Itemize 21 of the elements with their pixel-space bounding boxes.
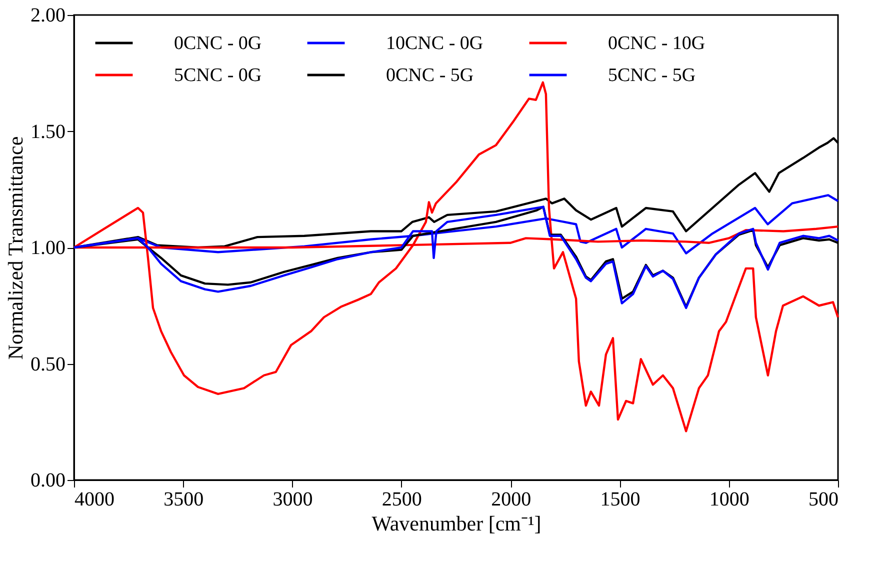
x-tick-label: 500 [808,488,838,510]
x-tick-label: 1000 [709,488,750,510]
y-tick-label: 1.00 [30,237,66,259]
legend-label: 0CNC - 5G [386,65,474,86]
y-tick-label: 2.00 [30,4,66,26]
legend-label: 5CNC - 5G [608,65,696,86]
x-axis-title: Wavenumber [cm⁻¹] [372,512,542,536]
legend-label: 0CNC - 10G [608,33,706,54]
legend-label: 10CNC - 0G [386,33,484,54]
y-axis-title: Normalized Transmittance [4,136,28,360]
legend-label: 5CNC - 0G [174,65,262,86]
x-tick-label: 2000 [491,488,532,510]
y-tick-label: 0.50 [30,353,66,376]
y-tick-label: 0.00 [30,470,66,492]
y-tick-label: 1.50 [30,120,66,143]
x-tick-label: 3500 [164,488,204,510]
x-tick-label: 3000 [272,488,313,510]
x-tick-label: 1500 [600,488,640,510]
x-tick-label: 4000 [74,488,114,510]
legend-label: 0CNC - 0G [174,33,262,54]
x-tick-label: 2500 [382,488,422,510]
